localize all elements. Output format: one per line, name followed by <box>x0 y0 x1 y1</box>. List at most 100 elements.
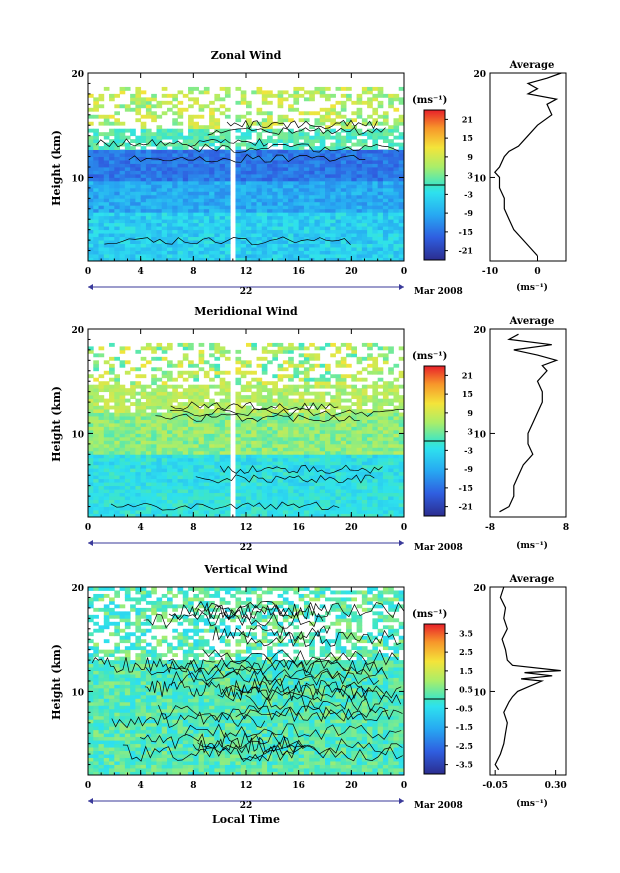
heatmap-cell <box>398 222 405 227</box>
heatmap-cell <box>246 416 252 420</box>
heatmap-cell <box>361 86 368 91</box>
heatmap-cell <box>351 377 357 382</box>
heatmap-cell <box>282 160 289 164</box>
heatmap-cell <box>314 139 321 144</box>
heatmap-cell <box>382 464 389 469</box>
heatmap-cell <box>193 100 199 105</box>
heatmap-cell <box>130 100 136 105</box>
heatmap-cell <box>314 198 321 203</box>
heatmap-cell <box>240 222 247 227</box>
heatmap-cell <box>188 370 194 375</box>
heatmap-cell <box>177 482 184 487</box>
heatmap-cell <box>193 461 199 466</box>
heatmap-cell <box>151 503 157 507</box>
heatmap-cell <box>135 86 142 91</box>
heatmap-cell <box>246 457 252 462</box>
heatmap-cell <box>367 250 373 255</box>
heatmap-cell <box>188 114 194 119</box>
heatmap-cell <box>256 187 263 192</box>
heatmap-cell <box>319 377 326 382</box>
heatmap-cell <box>388 187 394 192</box>
heatmap-cell <box>182 201 189 206</box>
heatmap-cell <box>367 447 373 452</box>
heatmap-cell <box>151 419 157 424</box>
heatmap-cell <box>251 212 257 217</box>
heatmap-cell <box>203 247 210 251</box>
heatmap-cell <box>240 114 247 119</box>
heatmap-cell <box>214 107 221 112</box>
heatmap-cell <box>319 153 326 157</box>
heatmap-cell <box>340 149 347 154</box>
heatmap-cell <box>298 384 305 389</box>
heatmap-cell <box>145 104 152 109</box>
heatmap-cell <box>277 416 284 420</box>
heatmap-cell <box>388 388 394 393</box>
heatmap-cell <box>119 205 126 210</box>
heatmap-cell <box>325 226 331 231</box>
heatmap-cell <box>314 475 321 480</box>
heatmap-cell <box>98 429 105 434</box>
heatmap-cell <box>261 447 268 452</box>
heatmap-cell <box>224 485 231 490</box>
heatmap-cell <box>282 388 289 393</box>
heatmap-cell <box>109 170 115 175</box>
heatmap-cell <box>124 496 131 500</box>
heatmap-cell <box>251 222 257 227</box>
heatmap-cell <box>88 510 94 514</box>
heatmap-cell <box>130 510 136 514</box>
heatmap-cell <box>98 97 105 102</box>
heatmap-cell <box>335 184 342 189</box>
heatmap-cell <box>140 191 147 196</box>
heatmap-cell <box>330 170 336 175</box>
heatmap-cell <box>88 391 94 396</box>
heatmap-cell <box>330 342 336 347</box>
heatmap-cell <box>367 153 373 157</box>
heatmap-cell <box>88 149 94 154</box>
date-axis-arrow-left <box>88 284 93 290</box>
heatmap-cell <box>198 184 205 189</box>
heatmap-cell <box>161 356 168 361</box>
heatmap-cell <box>182 215 189 220</box>
heatmap-cell <box>393 191 400 196</box>
heatmap-cell <box>388 510 394 514</box>
heatmap-cell <box>361 367 368 372</box>
heatmap-cell <box>145 464 152 469</box>
heatmap-cell <box>145 412 152 417</box>
heatmap-cell <box>314 160 321 164</box>
heatmap-cell <box>340 240 347 244</box>
heatmap-cell <box>219 173 226 178</box>
heatmap-cell <box>88 236 94 241</box>
heatmap-cell <box>219 86 226 91</box>
heatmap-cell <box>98 450 105 455</box>
heatmap-cell <box>393 440 400 445</box>
heatmap-cell <box>167 374 173 379</box>
heatmap-cell <box>377 450 384 455</box>
heatmap-cell <box>303 482 310 487</box>
heatmap-cell <box>314 496 321 500</box>
heatmap-cell <box>98 194 105 199</box>
heatmap-cell <box>303 173 310 178</box>
heatmap-cell <box>293 191 300 196</box>
heatmap-cell <box>325 153 331 157</box>
heatmap-cell <box>361 254 368 258</box>
heatmap-cell <box>261 426 268 431</box>
heatmap-cell <box>172 257 178 262</box>
heatmap-cell <box>367 222 373 227</box>
heatmap-cell <box>288 447 294 452</box>
heatmap-cell <box>193 215 199 220</box>
heatmap-cell <box>193 447 199 452</box>
heatmap-cell <box>161 250 168 255</box>
heatmap-cell <box>203 492 210 497</box>
heatmap-cell <box>224 492 231 497</box>
heatmap-cell <box>309 139 315 144</box>
heatmap-cell <box>130 433 136 438</box>
heatmap-cell <box>145 443 152 448</box>
heatmap-cell <box>124 198 131 203</box>
heatmap-cell <box>172 503 178 507</box>
heatmap-cell <box>272 187 278 192</box>
heatmap-cell <box>293 184 300 189</box>
heatmap-cell <box>188 384 194 389</box>
heatmap-cell <box>293 86 300 91</box>
heatmap-cell <box>167 222 173 227</box>
heatmap-cell <box>298 450 305 455</box>
